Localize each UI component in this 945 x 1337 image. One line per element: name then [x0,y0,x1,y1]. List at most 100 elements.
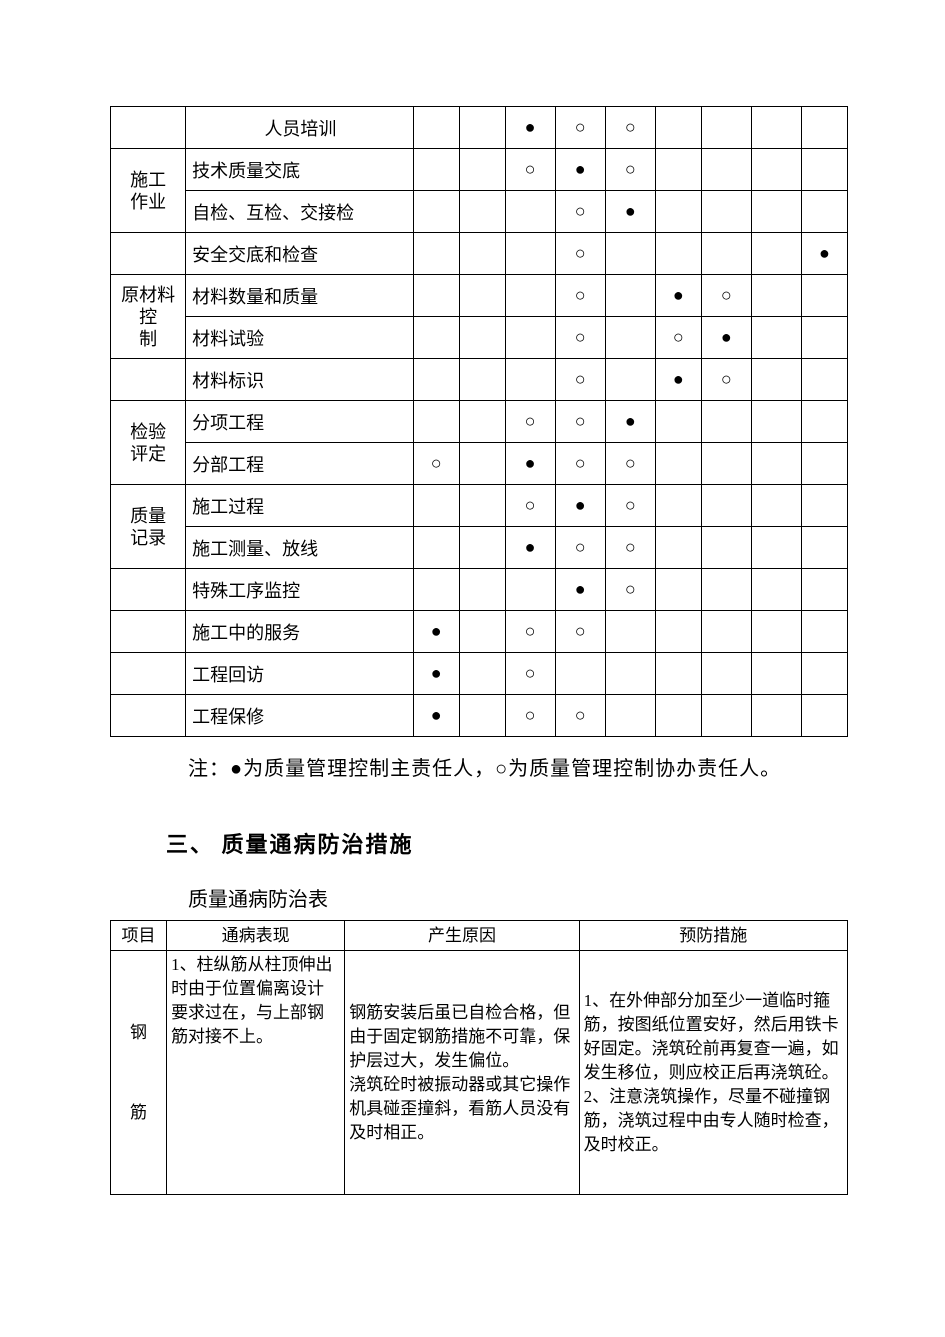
mark-cell: ○ [605,569,655,611]
mark-cell [459,107,505,149]
item-cell: 材料数量和质量 [186,275,414,317]
mark-cell [459,233,505,275]
mark-cell [701,107,751,149]
item-cell: 技术质量交底 [186,149,414,191]
category-cell [111,107,186,149]
section-heading-3: 三、 质量通病防治措施 [166,827,852,859]
mark-cell [751,401,801,443]
mark-cell: ● [701,317,751,359]
mark-cell [751,527,801,569]
mark-cell [459,569,505,611]
mark-cell [459,485,505,527]
mark-cell [751,317,801,359]
mark-cell: ○ [555,527,605,569]
mark-cell [459,443,505,485]
table2-caption: 质量通病防治表 [188,883,852,912]
mark-cell [701,233,751,275]
mark-cell: ● [413,653,459,695]
mark-cell [413,191,459,233]
mark-cell [701,611,751,653]
mark-cell [751,233,801,275]
mark-cell [701,149,751,191]
mark-cell [701,443,751,485]
mark-cell [605,233,655,275]
item-cell: 施工过程 [186,485,414,527]
mark-cell [459,317,505,359]
mark-cell: ○ [505,485,555,527]
mark-cell: ○ [505,611,555,653]
mark-cell [413,149,459,191]
item-cell: 分部工程 [186,443,414,485]
cause-cell: 钢筋安装后虽已自检合格，但由于固定钢筋措施不可靠，保护层过大，发生偏位。浇筑砼时… [345,951,579,1195]
category-cell [111,233,186,275]
mark-cell: ● [505,527,555,569]
col-project: 项目 [111,921,167,951]
category-cell: 原材料控制 [111,275,186,359]
mark-cell [701,569,751,611]
category-cell [111,695,186,737]
mark-cell [655,443,701,485]
table-row: 施工作业技术质量交底○●○ [111,149,848,191]
mark-cell [605,695,655,737]
mark-cell: ● [605,191,655,233]
mark-cell [801,107,847,149]
item-cell: 分项工程 [186,401,414,443]
mark-cell: ○ [605,527,655,569]
mark-cell [801,443,847,485]
category-cell [111,569,186,611]
mark-cell: ○ [605,149,655,191]
mark-cell [459,275,505,317]
table-row: 安全交底和检查○● [111,233,848,275]
mark-cell [701,485,751,527]
mark-cell [655,191,701,233]
mark-cell: ○ [555,317,605,359]
mark-cell [413,317,459,359]
mark-cell [701,527,751,569]
mark-cell: ● [555,569,605,611]
item-cell: 安全交底和检查 [186,233,414,275]
table-row: 施工中的服务●○○ [111,611,848,653]
mark-cell [459,149,505,191]
mark-cell [801,317,847,359]
mark-cell [605,275,655,317]
mark-cell [751,653,801,695]
mark-cell [413,569,459,611]
mark-cell [605,653,655,695]
item-cell: 材料试验 [186,317,414,359]
item-cell: 工程保修 [186,695,414,737]
mark-cell [655,401,701,443]
table-row: 分部工程○●○○ [111,443,848,485]
mark-cell: ○ [555,611,605,653]
mark-cell [801,149,847,191]
mark-cell [751,107,801,149]
table-row: 特殊工序监控 ●○ [111,569,848,611]
mark-cell [655,695,701,737]
mark-cell [459,359,505,401]
category-cell [111,359,186,401]
mark-cell: ○ [605,485,655,527]
mark-cell: ○ [505,149,555,191]
mark-cell [751,275,801,317]
table-row: 工程保修●○○ [111,695,848,737]
table-row: 材料试验○○● [111,317,848,359]
table-row: 自检、互检、交接检○● [111,191,848,233]
mark-cell [459,191,505,233]
mark-cell [655,233,701,275]
mark-cell [701,653,751,695]
col-symptom: 通病表现 [167,921,345,951]
mark-cell [655,527,701,569]
item-cell: 人员培训 [186,107,414,149]
mark-cell: ● [413,695,459,737]
table-row: 原材料控制材料数量和质量○●○ [111,275,848,317]
mark-cell [413,359,459,401]
mark-cell [459,611,505,653]
mark-cell: ○ [555,695,605,737]
mark-cell [751,485,801,527]
mark-cell: ● [555,485,605,527]
mark-cell [459,527,505,569]
mark-cell [605,611,655,653]
mark-cell [505,275,555,317]
mark-cell [505,359,555,401]
item-cell: 特殊工序监控 [186,569,414,611]
mark-cell: ○ [555,443,605,485]
